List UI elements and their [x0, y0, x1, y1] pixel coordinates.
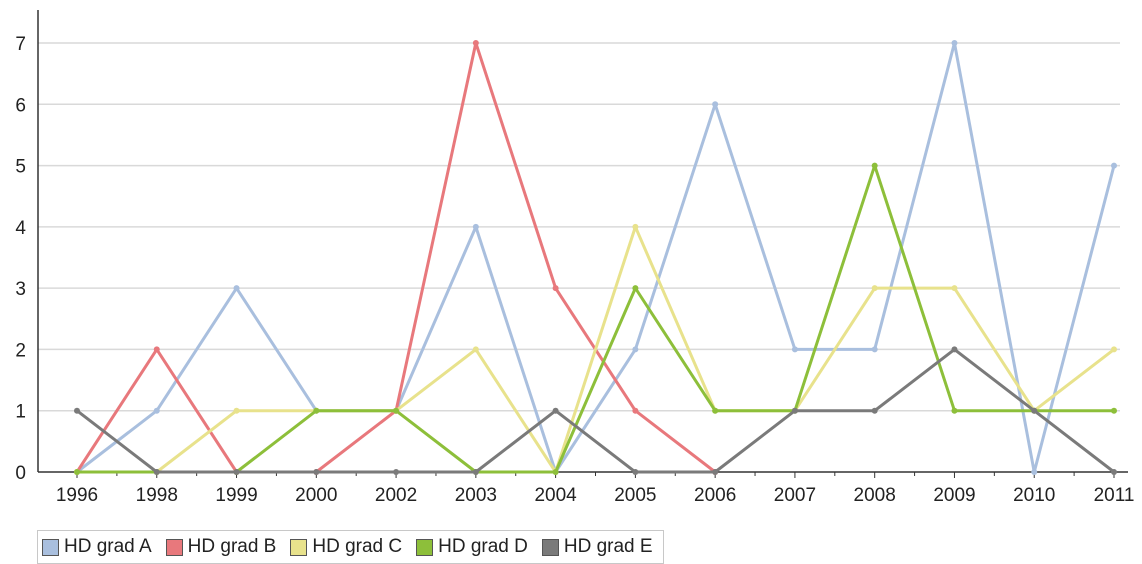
data-point: [472, 346, 479, 353]
y-tick-label: 0: [15, 463, 26, 484]
y-tick-label: 7: [15, 34, 26, 55]
data-point: [871, 285, 878, 292]
data-point: [1031, 407, 1038, 414]
tick-labels: 0 1 2 3 4 5 6 7 1996 1998 1999 2000 2002 2003 2004 2005…: [15, 34, 1134, 506]
data-point: [552, 407, 559, 414]
x-tick-label: 2006: [694, 485, 736, 506]
y-tick-label: 4: [15, 218, 26, 239]
data-point: [712, 101, 719, 108]
x-tick-label: 2007: [774, 485, 816, 506]
legend-swatch: [416, 538, 434, 556]
y-tick-label: 1: [15, 402, 26, 423]
x-tick-label: 2010: [1013, 485, 1055, 506]
series-line: [77, 225, 1115, 474]
legend: HD grad A HD grad B HD grad C HD grad D HD g…: [37, 530, 664, 564]
data-point: [74, 469, 80, 475]
data-point: [951, 346, 958, 353]
series-line: [76, 347, 1115, 474]
series-hd-grad-e: [74, 346, 1117, 475]
data-point: [1111, 469, 1117, 475]
y-tick-label: 3: [15, 279, 26, 300]
data-point: [153, 469, 160, 475]
data-point: [632, 346, 639, 353]
legend-swatch: [165, 538, 183, 556]
y-tick-label: 6: [15, 95, 26, 116]
grid-lines: [38, 42, 1120, 412]
x-tick-label: 2000: [295, 485, 337, 506]
data-point: [153, 346, 160, 353]
data-point: [951, 40, 958, 46]
y-tick-label: 2: [15, 340, 26, 361]
data-point: [153, 407, 160, 414]
data-point: [871, 407, 878, 414]
y-tick-label: 5: [15, 157, 26, 178]
data-point: [74, 407, 80, 414]
data-point: [632, 469, 639, 475]
legend-label: HD grad A: [64, 536, 152, 557]
data-point: [1111, 162, 1117, 169]
data-point: [233, 285, 240, 292]
x-tick-label: 2009: [933, 485, 975, 506]
data-point: [1111, 407, 1117, 414]
data-point: [472, 469, 479, 475]
data-point: [1111, 346, 1117, 353]
legend-item: HD grad B: [165, 536, 277, 558]
data-point: [712, 469, 719, 475]
data-point: [233, 407, 240, 414]
data-point: [233, 469, 240, 475]
series-lines: [74, 40, 1117, 475]
chart-plot-area: 0 1 2 3 4 5 6 7 1996 1998 1999 2000 2002 2003 2004 2005…: [15, 10, 1134, 506]
x-tick-label: 1999: [215, 485, 257, 506]
series-line: [77, 164, 1114, 474]
x-tick-label: 2004: [534, 485, 577, 506]
legend-label: HD grad B: [187, 536, 277, 557]
data-point: [712, 407, 719, 414]
data-point: [951, 407, 958, 414]
x-tick-label: 2011: [1094, 485, 1135, 506]
legend-swatch: [42, 538, 59, 556]
legend-item: HD grad E: [541, 536, 653, 558]
data-point: [313, 407, 320, 414]
legend-item: HD grad A: [42, 536, 152, 558]
data-point: [632, 407, 639, 414]
legend-label: HD grad E: [563, 536, 653, 557]
legend-swatch: [290, 538, 308, 556]
legend-label: HD grad C: [312, 536, 403, 557]
data-point: [393, 469, 400, 475]
data-point: [871, 346, 878, 353]
data-point: [472, 40, 479, 46]
legend-swatch: [541, 538, 559, 556]
x-tick-label: 1998: [136, 485, 178, 506]
data-point: [951, 285, 958, 292]
data-point: [552, 469, 559, 475]
x-tick-label: 2002: [375, 485, 417, 506]
data-point: [472, 223, 479, 230]
legend-item: HD grad D: [416, 536, 528, 558]
series-line: [75, 41, 717, 474]
data-point: [1031, 469, 1038, 475]
series-line: [76, 41, 1116, 474]
series-hd-grad-d: [74, 162, 1117, 475]
legend-item: HD grad C: [290, 536, 402, 558]
legend-label: HD grad D: [438, 536, 528, 557]
data-point: [632, 285, 639, 292]
data-point: [791, 346, 798, 353]
data-point: [313, 469, 320, 475]
x-tick-label: 1996: [56, 485, 98, 506]
data-point: [393, 407, 400, 414]
data-point: [871, 162, 878, 169]
data-point: [552, 285, 559, 292]
data-point: [632, 223, 639, 230]
x-tick-label: 2003: [455, 485, 497, 506]
data-point: [791, 407, 798, 414]
x-tick-label: 2008: [854, 485, 896, 506]
x-tick-label: 2005: [614, 485, 656, 506]
